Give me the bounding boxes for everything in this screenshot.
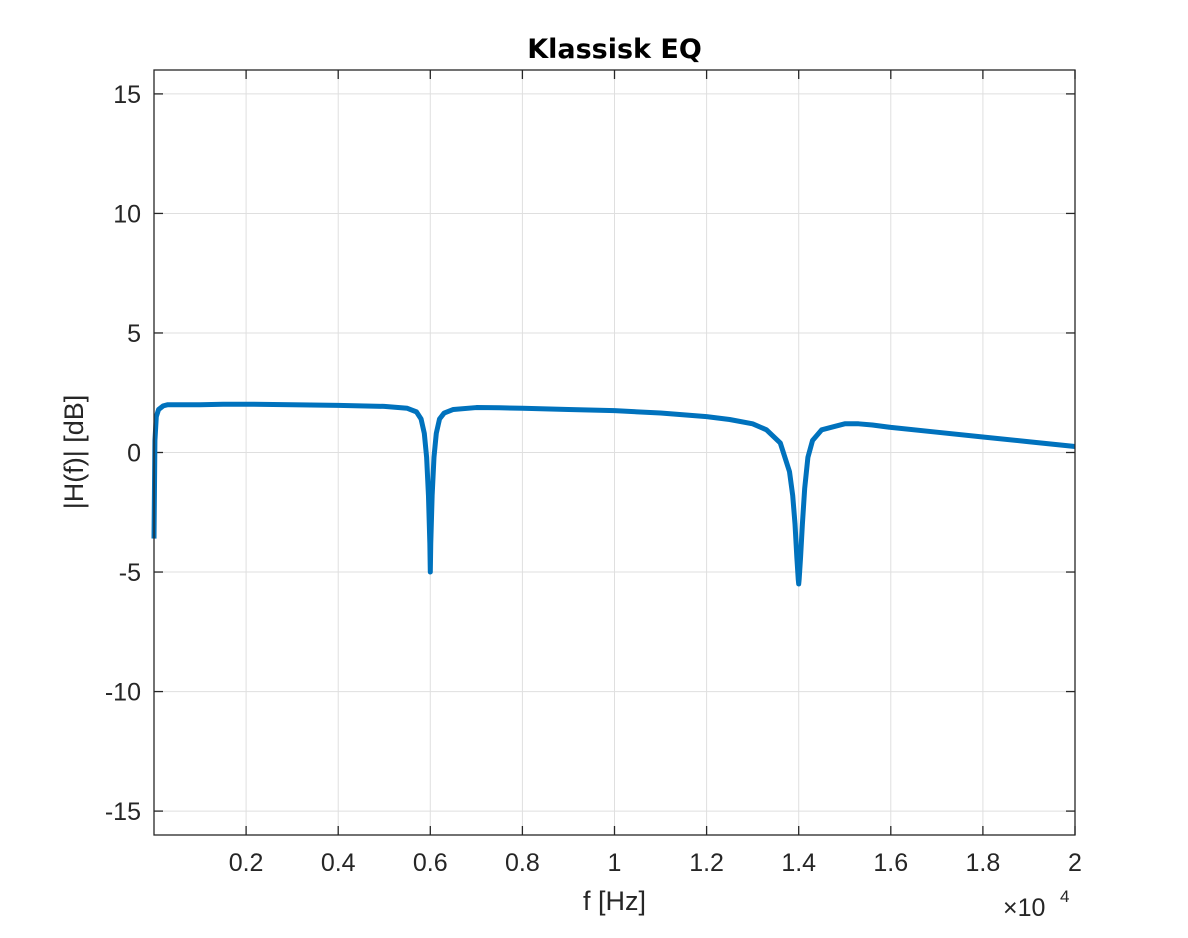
y-tick-label: -10: [105, 679, 141, 707]
x-axis-label: f [Hz]: [583, 886, 646, 916]
y-tick-label: 0: [127, 440, 141, 468]
y-tick-label: -5: [119, 559, 141, 587]
y-tick-label: 10: [113, 200, 141, 228]
y-axis-label: |H(f)| [dB]: [59, 395, 89, 510]
x-tick-label: 0.4: [321, 849, 356, 877]
y-tick-labels: -15 -10 -5 0 5 10 15: [105, 81, 141, 826]
x-tick-label: 0.2: [229, 849, 264, 877]
chart-title: Klassisk EQ: [527, 34, 702, 65]
x-exponent: ×10 4: [1003, 887, 1069, 922]
x-tick-label: 0.8: [505, 849, 540, 877]
x-exponent-power: 4: [1060, 887, 1069, 906]
x-tick-label: 2: [1068, 849, 1082, 877]
x-tick-label: 1.4: [781, 849, 816, 877]
plot-frame: [153, 69, 1076, 836]
y-tick-label: -15: [105, 798, 141, 826]
y-tick-label: 5: [127, 320, 141, 348]
x-tick-label: 1: [608, 849, 622, 877]
series-group: [151, 401, 1076, 587]
x-tick-label: 0.6: [413, 849, 448, 877]
x-tick-label: 1.6: [873, 849, 908, 877]
series-line: [151, 401, 1076, 587]
x-exponent-base: ×10: [1003, 894, 1045, 922]
x-tick-label: 1.2: [689, 849, 724, 877]
x-tick-label: 1.8: [966, 849, 1001, 877]
y-tick-label: 15: [113, 81, 141, 109]
x-tick-labels: 0.2 0.4 0.6 0.8 1 1.2 1.4 1.6 1.8 2: [229, 849, 1082, 877]
